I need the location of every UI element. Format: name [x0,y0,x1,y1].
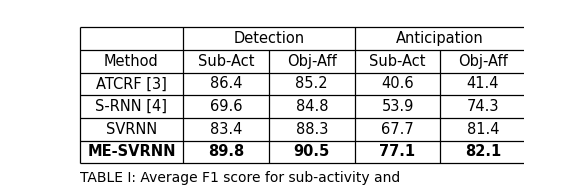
Text: 82.1: 82.1 [464,144,501,159]
Text: TABLE I: Average F1 score for sub-activity and: TABLE I: Average F1 score for sub-activi… [80,171,400,184]
Text: 69.6: 69.6 [210,99,242,114]
Text: 67.7: 67.7 [381,122,414,137]
Text: ATCRF [3]: ATCRF [3] [96,76,167,91]
Text: SVRNN: SVRNN [106,122,157,137]
Text: 81.4: 81.4 [467,122,499,137]
Text: 88.3: 88.3 [296,122,328,137]
Text: 74.3: 74.3 [467,99,499,114]
Text: S-RNN [4]: S-RNN [4] [95,99,168,114]
Text: Sub-Act: Sub-Act [369,54,426,69]
Text: 53.9: 53.9 [381,99,414,114]
Text: 40.6: 40.6 [381,76,414,91]
Text: 85.2: 85.2 [296,76,328,91]
Text: Obj-Aff: Obj-Aff [458,54,508,69]
Text: ME-SVRNN: ME-SVRNN [87,144,176,159]
Text: 84.8: 84.8 [296,99,328,114]
Text: 86.4: 86.4 [210,76,242,91]
Text: Detection: Detection [233,31,304,46]
Text: 41.4: 41.4 [467,76,499,91]
Text: 77.1: 77.1 [379,144,416,159]
Text: 83.4: 83.4 [210,122,242,137]
Text: Anticipation: Anticipation [396,31,484,46]
Text: 90.5: 90.5 [294,144,330,159]
Text: Sub-Act: Sub-Act [198,54,254,69]
Text: Method: Method [104,54,159,69]
Text: 89.8: 89.8 [208,144,244,159]
Text: Obj-Aff: Obj-Aff [287,54,336,69]
